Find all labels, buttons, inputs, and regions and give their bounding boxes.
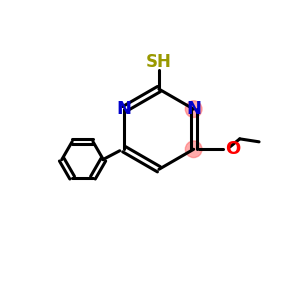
Circle shape: [185, 101, 202, 118]
Text: N: N: [186, 100, 201, 118]
Circle shape: [185, 141, 202, 158]
Text: N: N: [117, 100, 132, 118]
Text: SH: SH: [146, 53, 172, 71]
Text: O: O: [225, 140, 240, 158]
